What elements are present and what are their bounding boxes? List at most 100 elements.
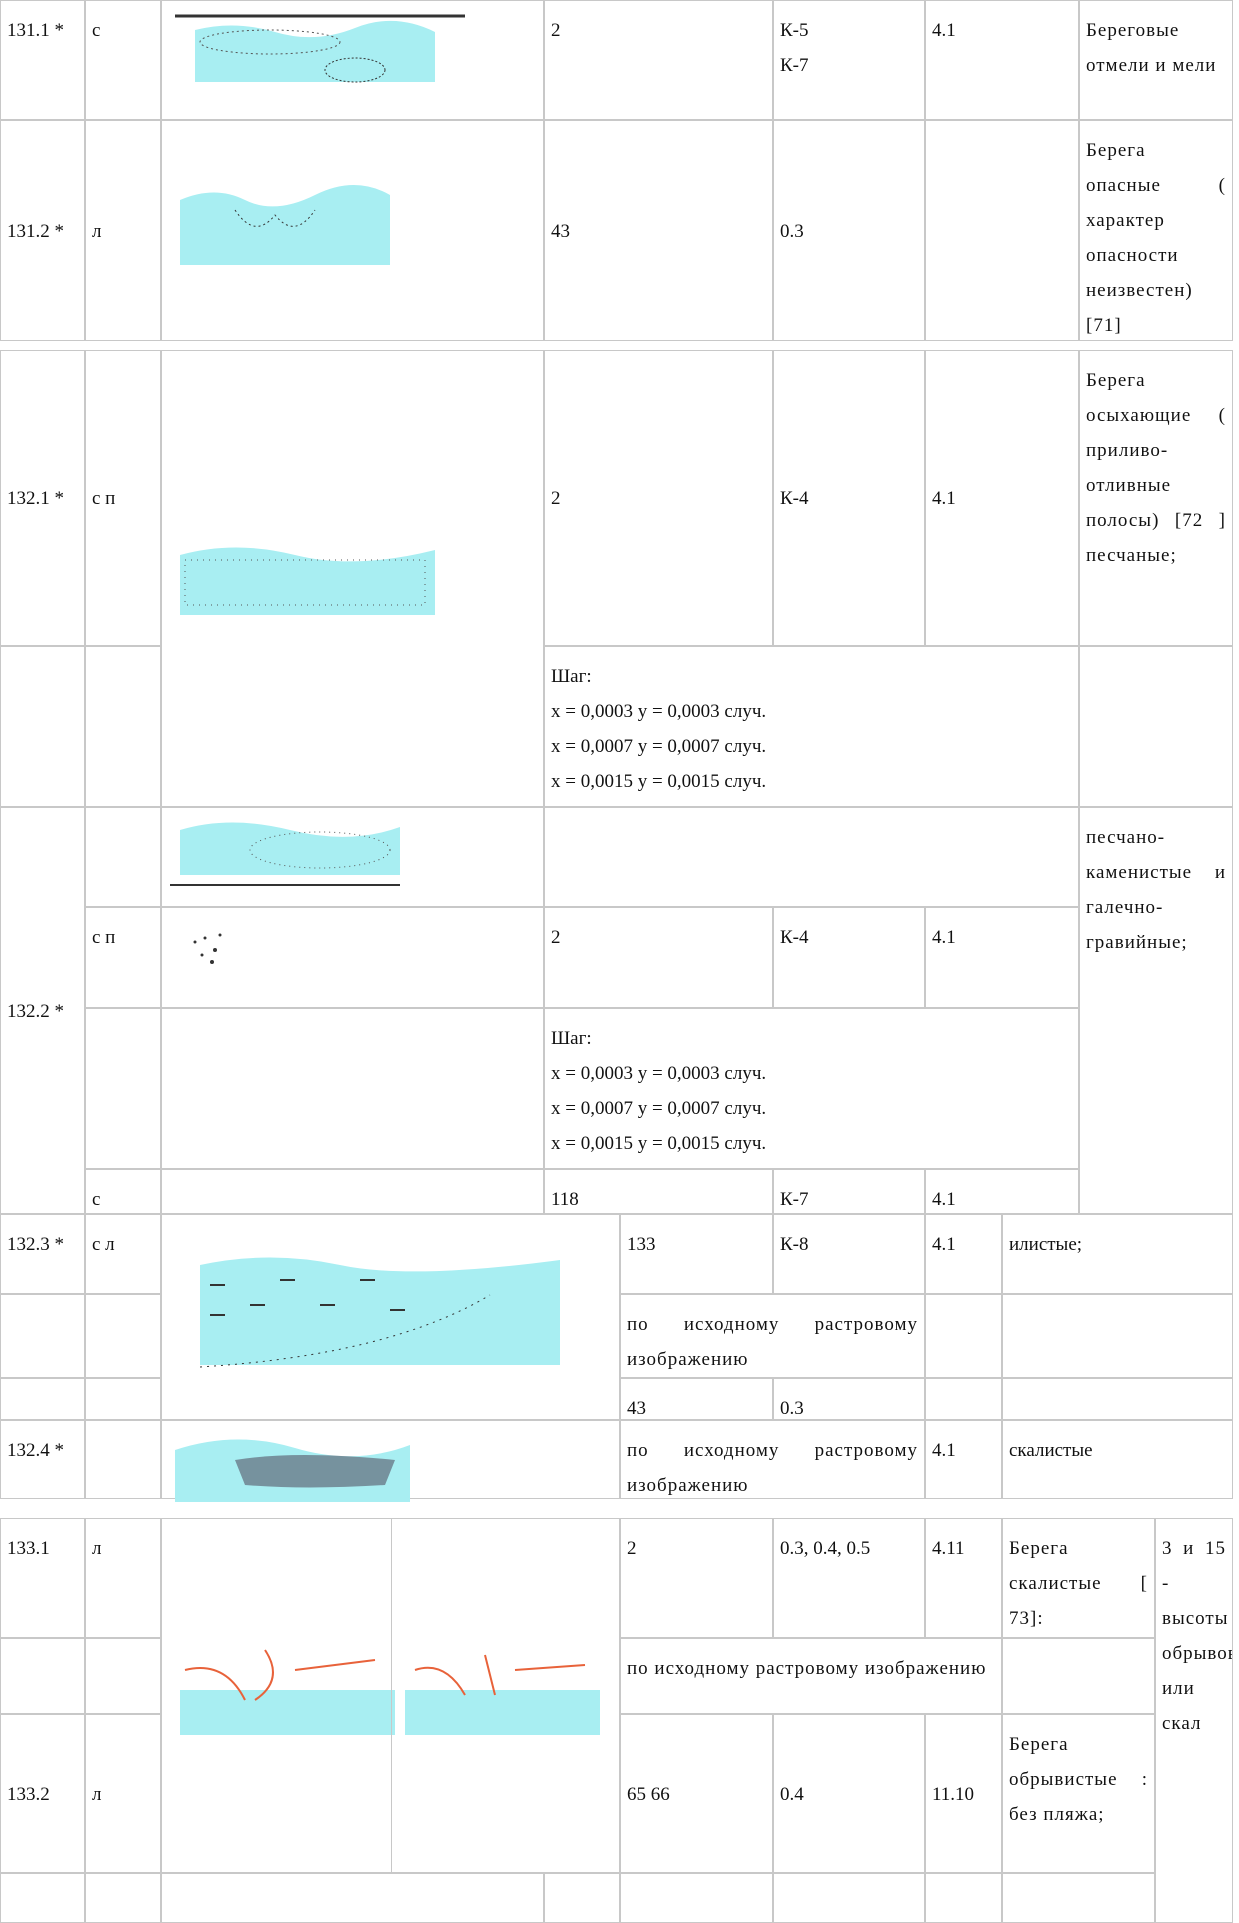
table-cell: по исходному растровому изображению [620, 1294, 925, 1378]
rock-icon [175, 1439, 410, 1502]
table-cell: 133.1 [0, 1518, 85, 1638]
sand-icon [180, 547, 435, 615]
table-cell: по исходному растровому изображению [620, 1638, 1002, 1714]
table-cell: 2 [544, 350, 773, 646]
sand-icon-2 [170, 822, 400, 886]
table-cell: Шаг: x = 0,0003 y = 0,0003 случ. x = 0,000… [544, 1008, 1079, 1169]
table-cell: л [85, 1714, 161, 1873]
table-cell [161, 1873, 544, 1923]
danger-icon [180, 185, 390, 265]
table-cell [1002, 1638, 1155, 1714]
table-cell: л [85, 1518, 161, 1638]
table-cell [161, 350, 544, 807]
table-cell [85, 807, 161, 907]
table-cell [161, 1518, 620, 1873]
table-cell [85, 1873, 161, 1923]
table-cell: 131.1 * [0, 0, 85, 120]
cell-line: Шаг: [551, 666, 592, 687]
table-cell: 0.3, 0.4, 0.5 [773, 1518, 925, 1638]
table-cell [1002, 1294, 1233, 1378]
table-cell [161, 1008, 544, 1169]
table-cell [0, 1873, 85, 1923]
table-cell: 43 [620, 1378, 773, 1420]
cell-line: x = 0,0007 y = 0,0007 случ. [551, 1098, 767, 1119]
table-cell: 2 [620, 1518, 773, 1638]
cell-line: x = 0,0015 y = 0,0015 случ. [551, 1133, 767, 1154]
image-divider [391, 1518, 392, 1873]
shoal-icon [175, 14, 465, 83]
table-cell [85, 1420, 161, 1499]
table-cell: л [85, 120, 161, 341]
table-cell: с п [85, 907, 161, 1008]
table-cell [1002, 1378, 1233, 1420]
table-cell: К-7 [773, 1169, 925, 1214]
table-cell: 132.3 * [0, 1214, 85, 1294]
cell-line: x = 0,0007 y = 0,0007 случ. [551, 736, 767, 757]
table-cell: 4.1 [925, 1169, 1079, 1214]
table-cell: К-4 [773, 350, 925, 646]
table-cell [0, 1638, 85, 1714]
table-cell [161, 807, 544, 907]
table-cell [85, 1638, 161, 1714]
table-cell: 131.2 * [0, 120, 85, 341]
table-cell [85, 1008, 161, 1169]
dots-icon [193, 933, 222, 964]
table-cell: 133.2 [0, 1714, 85, 1873]
table-cell: Береговые отмели и мели [1079, 0, 1233, 120]
table-cell [161, 907, 544, 1008]
table-cell: 4.1 [925, 907, 1079, 1008]
cell-line: x = 0,0003 y = 0,0003 случ. [551, 701, 767, 722]
table-cell: К-5 К-7 [773, 0, 925, 120]
table-cell: 3 и 15 - высоты обрывов или скал [1155, 1518, 1233, 1923]
table-cell [925, 120, 1079, 341]
table-cell: Берега осыхающие ( приливо-отливные поло… [1079, 350, 1233, 646]
table-cell [773, 1873, 925, 1923]
table-cell: 2 [544, 907, 773, 1008]
table-cell: 11.10 [925, 1714, 1002, 1873]
table-cell [85, 1294, 161, 1378]
table-cell: 4.1 [925, 1420, 1002, 1499]
table-cell [1079, 646, 1233, 807]
table-cell: Берега обрывистые : без пляжа; [1002, 1714, 1155, 1873]
table-cell: 132.2 * [0, 807, 85, 1214]
table-cell [85, 1378, 161, 1420]
table-cell [0, 646, 85, 807]
table-cell: с [85, 1169, 161, 1214]
table-cell [161, 1214, 620, 1420]
table-cell: илистые; [1002, 1214, 1233, 1294]
table-cell: 4.11 [925, 1518, 1002, 1638]
table-cell: 118 [544, 1169, 773, 1214]
table-cell: с [85, 0, 161, 120]
table-cell: 132.4 * [0, 1420, 85, 1499]
cell-line: Шаг: [551, 1028, 592, 1049]
cell-line: x = 0,0015 y = 0,0015 случ. [551, 771, 767, 792]
table-cell [925, 1378, 1002, 1420]
table-cell [85, 646, 161, 807]
table-cell [544, 1873, 620, 1923]
table-cell: 4.1 [925, 350, 1079, 646]
table-cell: К-8 [773, 1214, 925, 1294]
table-cell: 4.1 [925, 0, 1079, 120]
table-cell: 0.3 [773, 1378, 925, 1420]
cell-line: К-5 [780, 20, 809, 41]
table-cell: песчано-каменистые и галечно-гравийные; [1079, 807, 1233, 1214]
cliff-icon [180, 1649, 600, 1735]
table-cell: 0.3 [773, 120, 925, 341]
table-cell [925, 1873, 1002, 1923]
table-cell: Берега опасные ( характер опасности неиз… [1079, 120, 1233, 341]
table-cell: 65 66 [620, 1714, 773, 1873]
table-cell: К-4 [773, 907, 925, 1008]
table-cell [544, 807, 1079, 907]
cell-line: x = 0,0003 y = 0,0003 случ. [551, 1063, 767, 1084]
table-cell [161, 0, 544, 120]
table-cell: 133 [620, 1214, 773, 1294]
table-cell: Берега скалистые [ 73]: [1002, 1518, 1155, 1638]
table-cell [161, 1169, 544, 1214]
table-cell [161, 120, 544, 341]
table-cell [1002, 1873, 1155, 1923]
table-cell [0, 1378, 85, 1420]
silt-icon [199, 1257, 560, 1368]
table-cell: с л [85, 1214, 161, 1294]
table-cell: 2 [544, 0, 773, 120]
